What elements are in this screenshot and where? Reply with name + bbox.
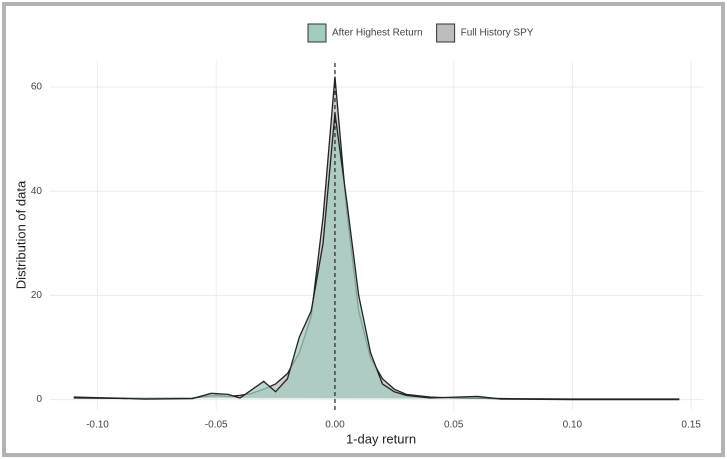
legend-label: After Highest Return — [332, 28, 423, 39]
x-tick-label: 0.15 — [681, 420, 701, 431]
y-tick-label: 20 — [31, 290, 43, 301]
x-tick-label: 0.00 — [325, 420, 345, 431]
x-axis-title: 1-day return — [346, 431, 416, 446]
x-tick-label: 0.05 — [444, 420, 464, 431]
legend-swatch — [307, 23, 327, 43]
legend-swatch — [436, 23, 456, 43]
x-tick-label: -0.05 — [205, 420, 228, 431]
legend-label: Full History SPY — [461, 28, 534, 39]
x-tick-label: 0.10 — [563, 420, 583, 431]
y-axis-title: Distribution of data — [13, 180, 28, 289]
x-tick-label: -0.10 — [86, 420, 109, 431]
density-area — [73, 113, 680, 401]
y-tick-label: 40 — [31, 186, 43, 197]
legend: After Highest Return Full History SPY — [307, 23, 534, 43]
y-tick-label: 0 — [36, 394, 42, 405]
y-tick-label: 60 — [31, 82, 43, 93]
